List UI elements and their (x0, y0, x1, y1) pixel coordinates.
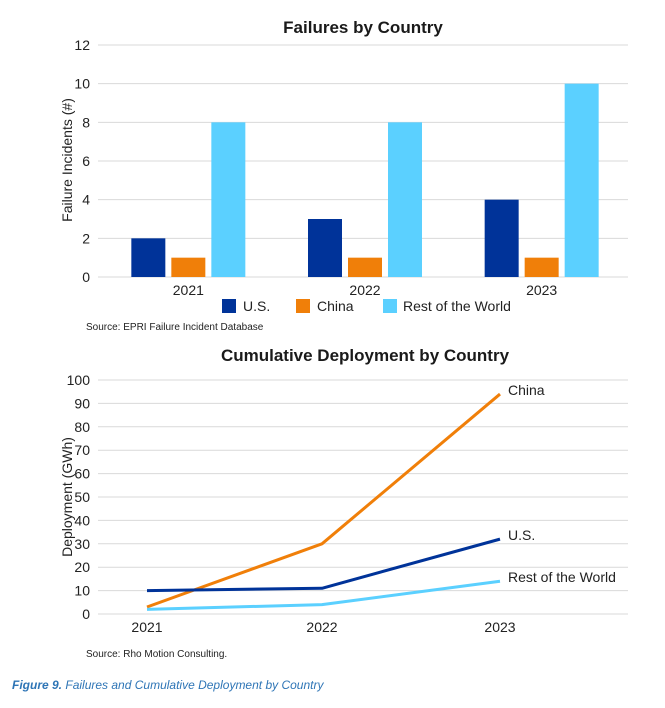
line-y-tick-label: 30 (74, 536, 90, 552)
bar-u-s-2023 (484, 199, 519, 277)
line-y-tick-label: 20 (74, 559, 90, 575)
legend-label-china: China (317, 298, 354, 314)
line-end-label-u-s: U.S. (508, 527, 535, 543)
line-chart-x-ticks: 2021 2022 2023 (131, 619, 515, 635)
line-x-tick-label: 2022 (306, 619, 337, 635)
bar-china-2021 (171, 257, 206, 277)
line-end-label-rest-of-the-world: Rest of the World (508, 569, 616, 585)
bar-rest-of-the-world-2023 (564, 83, 599, 278)
line-series-rest-of-the-world (146, 579, 501, 611)
line-y-tick-label: 50 (74, 489, 90, 505)
bar-chart-legend: U.S. China Rest of the World (222, 298, 511, 314)
bar-china-2023 (524, 257, 559, 277)
line-chart-gridlines (98, 379, 628, 615)
legend-swatch-us (222, 299, 236, 313)
bar-chart-title: Failures by Country (283, 18, 443, 37)
bar-u-s-2022 (308, 219, 342, 277)
bar-chart: Failures by Country 0 2 4 6 8 10 12 Failure In… (59, 18, 628, 333)
figure-caption: Figure 9. Failures and Cumulative Deploy… (12, 678, 323, 692)
bar-chart-gridlines (98, 44, 628, 278)
bar-chart-y-ticks: 0 2 4 6 8 10 12 (74, 37, 90, 285)
line-chart: Cumulative Deployment by Country 0 10 20 30… (59, 346, 628, 660)
line-x-tick-label: 2021 (131, 619, 162, 635)
legend-label-us: U.S. (243, 298, 270, 314)
bar-china-2022 (348, 257, 382, 277)
line-y-tick-label: 40 (74, 512, 90, 528)
bar-y-tick-label: 2 (82, 230, 90, 246)
line-end-label-china: China (508, 382, 545, 398)
figure-caption-text: Failures and Cumulative Deployment by Co… (65, 678, 324, 692)
line-chart-series (146, 392, 501, 611)
line-chart-source: Source: Rho Motion Consulting. (86, 649, 227, 660)
bar-chart-source: Source: EPRI Failure Incident Database (86, 322, 264, 333)
line-chart-title: Cumulative Deployment by Country (221, 346, 510, 365)
bar-chart-x-ticks: 2021 2022 2023 (173, 282, 558, 298)
bar-y-tick-label: 8 (82, 114, 90, 130)
legend-label-rest-of-world: Rest of the World (403, 298, 511, 314)
legend-swatch-china (296, 299, 310, 313)
bar-chart-bars (131, 83, 599, 278)
bar-chart-y-axis-label: Failure Incidents (#) (59, 98, 75, 222)
legend-swatch-rest-of-world (383, 299, 397, 313)
line-y-tick-label: 0 (82, 606, 90, 622)
bar-x-tick-label: 2023 (526, 282, 557, 298)
bar-rest-of-the-world-2022 (388, 122, 422, 277)
line-series-china (146, 392, 501, 609)
line-y-tick-label: 60 (74, 466, 90, 482)
bar-y-tick-label: 6 (82, 153, 90, 169)
line-x-tick-label: 2023 (484, 619, 515, 635)
bar-x-tick-label: 2021 (173, 282, 204, 298)
bar-y-tick-label: 12 (74, 37, 90, 53)
bar-u-s-2021 (131, 238, 166, 277)
line-y-tick-label: 10 (74, 583, 90, 599)
line-y-tick-label: 70 (74, 442, 90, 458)
bar-y-tick-label: 10 (74, 76, 90, 92)
figure-caption-label: Figure 9. (12, 678, 63, 692)
bar-rest-of-the-world-2021 (211, 122, 246, 277)
bar-y-tick-label: 0 (82, 269, 90, 285)
line-y-tick-label: 80 (74, 419, 90, 435)
line-y-tick-label: 90 (74, 395, 90, 411)
line-y-tick-label: 100 (67, 372, 91, 388)
bar-y-tick-label: 4 (82, 192, 90, 208)
bar-x-tick-label: 2022 (349, 282, 380, 298)
line-chart-y-ticks: 0 10 20 30 40 50 60 70 80 90 100 (67, 372, 91, 622)
line-chart-end-labels: China U.S. Rest of the World (508, 382, 616, 585)
line-series-u-s (146, 537, 501, 593)
line-chart-y-axis-label: Deployment (GWh) (59, 437, 75, 557)
